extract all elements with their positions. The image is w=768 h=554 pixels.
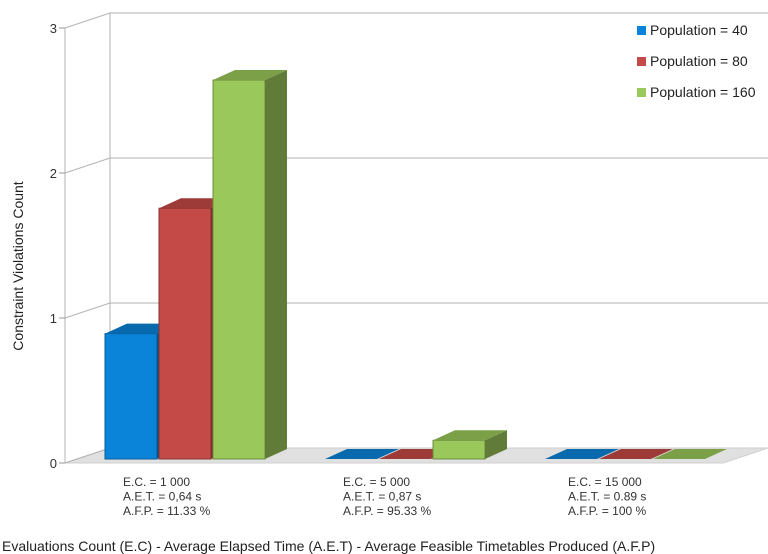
bar-top — [599, 449, 673, 459]
y-axis-title: Constraint Violations Count — [10, 181, 26, 351]
legend-label-2: Population = 80 — [650, 53, 748, 69]
bar-3-3 — [653, 449, 727, 459]
bar-2-3 — [599, 449, 673, 459]
category-label-line: E.C. = 15 000 — [568, 475, 642, 489]
y-tick-label: 1 — [50, 311, 57, 326]
category-label-line: A.F.P. = 11.33 % — [123, 504, 211, 518]
bar-front — [104, 333, 158, 460]
legend-label-3: Population = 160 — [650, 84, 756, 100]
bar-1-2 — [325, 449, 399, 459]
grid-diagonal — [64, 157, 111, 174]
bar-front — [158, 207, 212, 460]
bars — [104, 70, 727, 460]
bar-top — [213, 70, 287, 80]
bar-side — [265, 70, 287, 459]
bar-top — [325, 449, 399, 459]
legend-swatch-3 — [637, 88, 646, 97]
x-axis-title: Evaluations Count (E.C) - Average Elapse… — [2, 538, 655, 554]
grid-diagonal — [64, 447, 111, 464]
bar-side — [485, 430, 507, 459]
bar-1-3 — [545, 449, 619, 459]
category-label-line: A.E.T. = 0,87 s — [343, 490, 421, 504]
category-label-line: E.C. = 1 000 — [123, 475, 190, 489]
bar-3-2 — [432, 430, 507, 460]
legend-swatch-1 — [637, 26, 646, 35]
category-label-line: A.E.T. = 0.89 s — [568, 490, 646, 504]
category-label-line: E.C. = 5 000 — [343, 475, 410, 489]
bar-top — [653, 449, 727, 459]
grid-diagonal — [64, 12, 111, 29]
bar-3-1 — [212, 70, 287, 460]
bar-top — [545, 449, 619, 459]
category-label-line: A.F.P. = 95.33 % — [343, 504, 432, 518]
bar-top — [433, 430, 507, 441]
legend-label-1: Population = 40 — [650, 22, 748, 38]
y-tick-label: 3 — [50, 21, 57, 36]
y-tick-label: 0 — [50, 456, 57, 471]
legend: Population = 40 Population = 80 Population… — [637, 22, 756, 100]
category-label-line: A.E.T. = 0,64 s — [123, 490, 201, 504]
category-label-line: A.F.P. = 100 % — [568, 504, 646, 518]
bar-front — [212, 79, 266, 460]
grid-diagonal — [64, 302, 111, 319]
y-axis-ticks: 0 1 2 3 — [50, 21, 65, 471]
y-tick-label: 2 — [50, 166, 57, 181]
bar-front — [432, 439, 486, 460]
legend-swatch-2 — [637, 57, 646, 66]
